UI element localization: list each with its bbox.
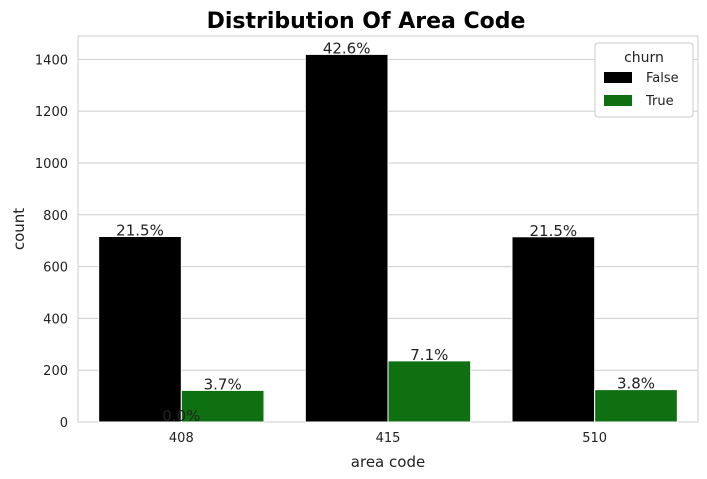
legend-title: churn (624, 50, 664, 66)
y-tick-label: 600 (43, 261, 68, 276)
bar-label: 21.5% (530, 222, 578, 240)
bar-false-415 (304, 53, 389, 423)
chart-title: Distribution Of Area Code (207, 9, 526, 34)
x-tick-label: 415 (376, 431, 401, 446)
x-axis-ticks: 408 415 510 (169, 431, 607, 446)
x-axis-label: area code (351, 453, 425, 471)
y-tick-label: 1200 (35, 105, 68, 120)
zero-annotation: 0.0% (162, 407, 200, 425)
y-tick-label: 0 (60, 416, 68, 431)
bar-true-408 (180, 389, 265, 423)
y-tick-label: 1000 (35, 157, 68, 172)
bar-labels-group: 21.5% 3.7% 42.6% 7.1% 21.5% 3.8% 0.0% (116, 39, 655, 425)
bar-label: 21.5% (116, 222, 164, 240)
bar-label: 42.6% (323, 39, 371, 57)
legend: churn False True (594, 42, 694, 118)
bar-true-510 (594, 389, 678, 423)
bars-group (98, 53, 678, 423)
legend-label-false: False (646, 71, 679, 86)
y-tick-label: 400 (43, 312, 68, 327)
x-tick-label: 510 (582, 431, 607, 446)
bar-label: 3.7% (204, 375, 242, 393)
y-axis-ticks: 0 200 400 600 800 1000 1200 1400 (35, 53, 68, 431)
x-tick-label: 408 (169, 431, 194, 446)
bar-true-415 (387, 360, 472, 423)
bar-false-510 (511, 236, 596, 423)
bar-label: 7.1% (410, 346, 448, 364)
bar-false-408 (98, 236, 182, 423)
legend-swatch-false (604, 72, 632, 83)
legend-label-true: True (645, 94, 674, 109)
y-tick-label: 800 (43, 209, 68, 224)
y-axis-label: count (10, 208, 28, 250)
bar-label: 3.8% (617, 375, 655, 393)
legend-swatch-true (604, 95, 632, 106)
y-tick-label: 1400 (35, 53, 68, 68)
y-tick-label: 200 (43, 364, 68, 379)
